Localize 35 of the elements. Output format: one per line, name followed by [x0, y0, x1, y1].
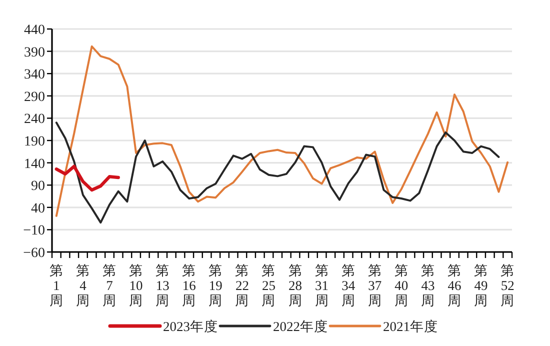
y-tick-label: 90: [31, 179, 45, 194]
x-tick-label: 第25周: [262, 263, 276, 308]
x-tick-label: 第16周: [182, 263, 196, 308]
x-tick-label: 第31周: [314, 263, 329, 308]
y-tick-label: 340: [24, 68, 45, 83]
x-tick-label: 第22周: [235, 263, 250, 308]
x-tick-label: 第43周: [420, 263, 435, 308]
line-series: [54, 164, 120, 192]
x-tick-label: 第7周: [102, 263, 116, 308]
y-tick-label: 440: [24, 23, 45, 38]
y-tick-label: 390: [24, 45, 45, 60]
legend-label: 2022年度: [273, 319, 328, 334]
x-tick-label: 第34周: [341, 263, 356, 308]
y-tick-label: 40: [31, 201, 45, 216]
y-tick-label: −10: [23, 224, 45, 239]
x-tick-label: 第10周: [129, 263, 144, 308]
y-tick-label: 290: [24, 90, 45, 105]
x-tick-label: 第49周: [474, 263, 488, 308]
x-tick-label: 第40周: [394, 263, 408, 308]
y-tick-label: 240: [24, 112, 45, 128]
y-tick-label: 140: [24, 156, 45, 172]
line-series: [55, 122, 500, 224]
x-tick-label: 第52周: [500, 263, 515, 308]
x-tick-label: 第28周: [288, 263, 302, 308]
x-tick-label: 第1周: [49, 263, 64, 308]
legend-label: 2021年度: [383, 319, 438, 334]
x-tick-label: 第37周: [368, 263, 382, 308]
x-tick-label: 第19周: [208, 263, 223, 308]
y-tick-label: −60: [23, 246, 45, 261]
legend-label: 2023年度: [163, 319, 218, 334]
x-tick-label: 第13周: [156, 263, 170, 308]
line-series: [55, 45, 509, 217]
x-tick-label: 第46周: [448, 263, 462, 308]
y-tick-label: 190: [24, 134, 45, 150]
x-tick-label: 第4周: [76, 263, 90, 308]
